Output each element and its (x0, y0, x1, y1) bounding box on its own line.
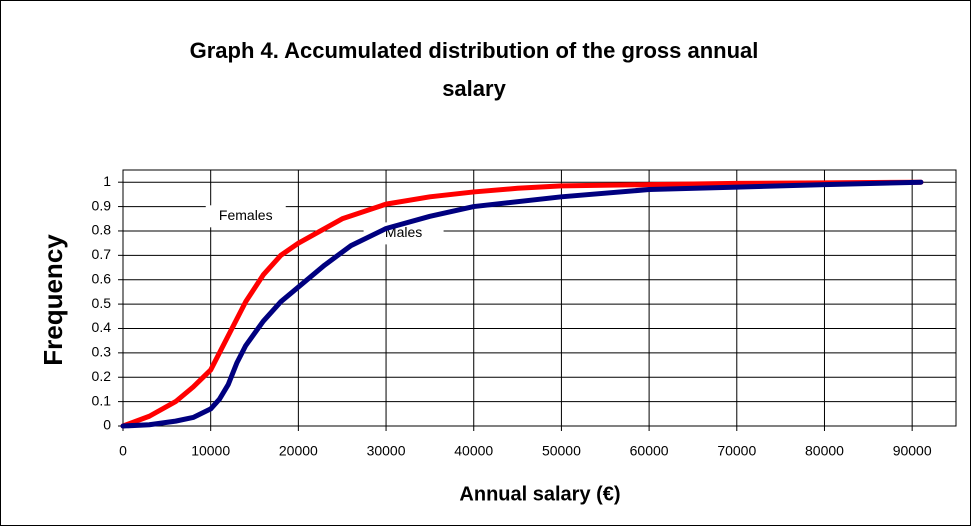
y-tick-label: 0.9 (92, 197, 112, 213)
x-tick-label: 60000 (630, 443, 669, 459)
data-line (120, 179, 924, 429)
y-tick-label: 0.6 (92, 270, 112, 286)
x-tick-label: 50000 (542, 443, 581, 459)
x-tick-label: 10000 (191, 443, 230, 459)
y-tick-label: 0.1 (92, 392, 112, 408)
x-axis-label: Annual salary (€) (459, 483, 620, 505)
y-axis-label: Frequency (38, 234, 68, 366)
x-tick-label: 0 (119, 443, 127, 459)
x-tick-label: 70000 (717, 443, 756, 459)
y-tick-label: 0.8 (92, 222, 112, 238)
chart-title: salary (442, 76, 506, 101)
chart-title: Graph 4. Accumulated distribution of the… (190, 38, 759, 63)
annotation: Females (219, 207, 273, 223)
x-tick-label: 20000 (279, 443, 318, 459)
y-tick-label: 0.5 (92, 295, 112, 311)
y-tick-label: 1 (103, 173, 111, 189)
y-tick-label: 0.3 (92, 344, 112, 360)
y-tick-label: 0 (103, 417, 111, 433)
x-tick-label: 90000 (893, 443, 932, 459)
y-tick-label: 0.4 (92, 319, 112, 335)
y-tick-label: 0.2 (92, 368, 112, 384)
data-line (120, 179, 924, 429)
y-tick-label: 0.7 (92, 246, 112, 262)
annotation-background (205, 205, 286, 228)
x-tick-label: 30000 (367, 443, 406, 459)
x-tick-label: 80000 (805, 443, 844, 459)
x-tick-label: 40000 (454, 443, 493, 459)
